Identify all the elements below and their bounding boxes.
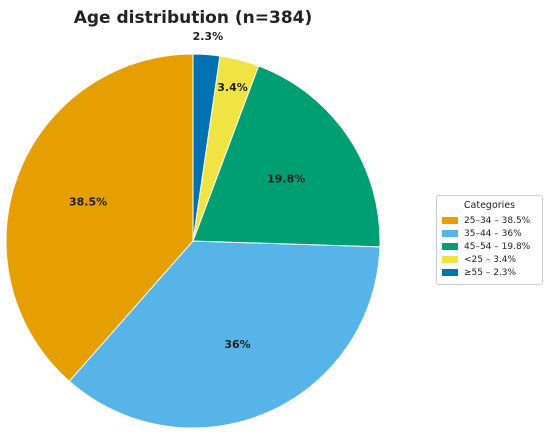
legend-swatch — [442, 269, 458, 276]
pie-slice — [192, 53, 221, 242]
legend-swatch — [442, 217, 458, 224]
pie-slice — [68, 240, 381, 429]
slice-label: 3.4% — [217, 81, 248, 94]
pie-slices — [5, 53, 381, 429]
legend-label: ≥55 – 2.3% — [464, 267, 517, 278]
legend-title: Categories — [463, 200, 516, 211]
legend-item: ≥55 – 2.3% — [442, 266, 537, 279]
slice-label: 19.8% — [267, 173, 305, 186]
slice-label: 36% — [224, 338, 250, 351]
legend-swatch — [442, 243, 458, 250]
slice-label: 2.3% — [193, 30, 224, 43]
pie-slice — [192, 65, 381, 248]
legend-label: 45–54 – 19.8% — [464, 241, 531, 252]
legend-item: 45–54 – 19.8% — [442, 240, 537, 253]
legend-label: 25–34 – 38.5% — [464, 215, 531, 226]
legend-item: <25 – 3.4% — [442, 253, 537, 266]
slice-labels: 38.5% 36% 19.8% 3.4% 2.3% — [69, 30, 305, 351]
legend-item: 25–34 – 38.5% — [442, 214, 537, 227]
legend-label: <25 – 3.4% — [464, 254, 517, 265]
chart-title: Age distribution (n=384) — [74, 8, 313, 28]
legend-swatch — [442, 230, 458, 237]
legend-item: 35–44 – 36% — [442, 227, 537, 240]
slice-label: 38.5% — [69, 195, 107, 208]
legend-swatch — [442, 256, 458, 263]
pie-slice — [5, 53, 194, 382]
legend-label: 35–44 – 36% — [464, 228, 522, 239]
legend: Categories 25–34 – 38.5% 35–44 – 36% 45–… — [436, 195, 543, 285]
